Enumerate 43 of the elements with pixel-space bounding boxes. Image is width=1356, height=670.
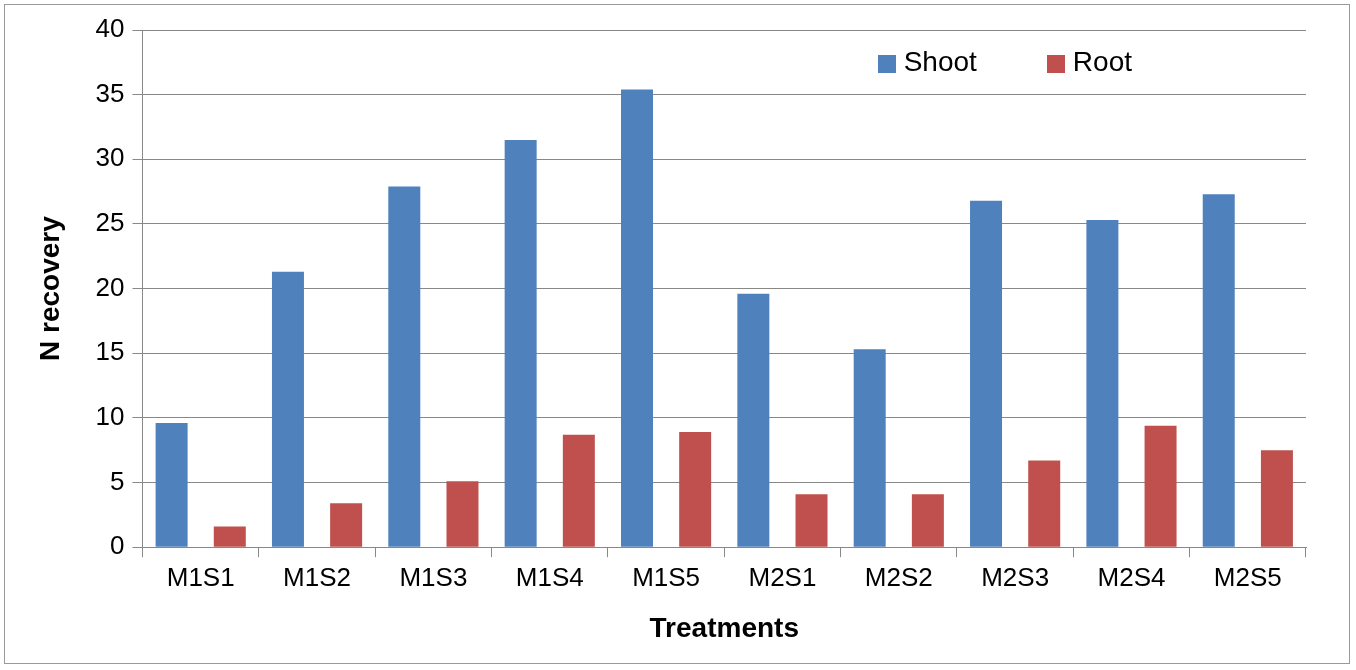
y-tick-label: 15 (95, 336, 125, 367)
bar (1202, 194, 1235, 547)
bar (621, 89, 653, 547)
x-tick-label: M2S4 (1097, 561, 1166, 592)
bar (737, 293, 770, 547)
bar (1028, 460, 1061, 547)
bar (1144, 425, 1177, 547)
x-axis-title: Treatments (649, 611, 799, 643)
bar (388, 186, 421, 547)
x-tick-label: M1S4 (515, 561, 584, 592)
bar (1260, 450, 1293, 547)
legend-label: Shoot (902, 46, 977, 78)
y-tick-label: 35 (95, 77, 125, 108)
bar (504, 139, 537, 547)
y-tick-label: 20 (95, 271, 125, 302)
x-tick-label: M1S1 (166, 561, 235, 592)
y-tick-label: 5 (110, 465, 125, 496)
legend-label: Root (1071, 46, 1132, 78)
bar (970, 200, 1003, 547)
bar (853, 349, 886, 547)
x-tick-label: M1S3 (399, 561, 468, 592)
bar (911, 494, 944, 547)
y-tick-label: 40 (95, 13, 125, 44)
x-tick-label: M2S1 (748, 561, 817, 592)
x-tick-label: M2S5 (1213, 561, 1282, 592)
bar (1086, 220, 1119, 547)
y-tick-label: 30 (95, 142, 125, 173)
y-tick-label: 25 (95, 207, 125, 238)
bar (155, 423, 188, 547)
bar (562, 434, 595, 547)
x-tick-label: M1S2 (283, 561, 351, 592)
y-tick-label: 10 (95, 401, 125, 432)
bar (795, 494, 828, 547)
y-tick-label: 0 (110, 530, 125, 561)
bar (330, 503, 363, 547)
y-axis-title: N recovery (33, 215, 65, 361)
bar (213, 526, 246, 547)
bar (679, 432, 712, 547)
bar (446, 481, 479, 547)
x-tick-label: M1S5 (632, 561, 701, 592)
x-tick-label: M2S3 (981, 561, 1050, 592)
x-tick-label: M2S2 (864, 561, 933, 592)
bar (271, 271, 304, 547)
